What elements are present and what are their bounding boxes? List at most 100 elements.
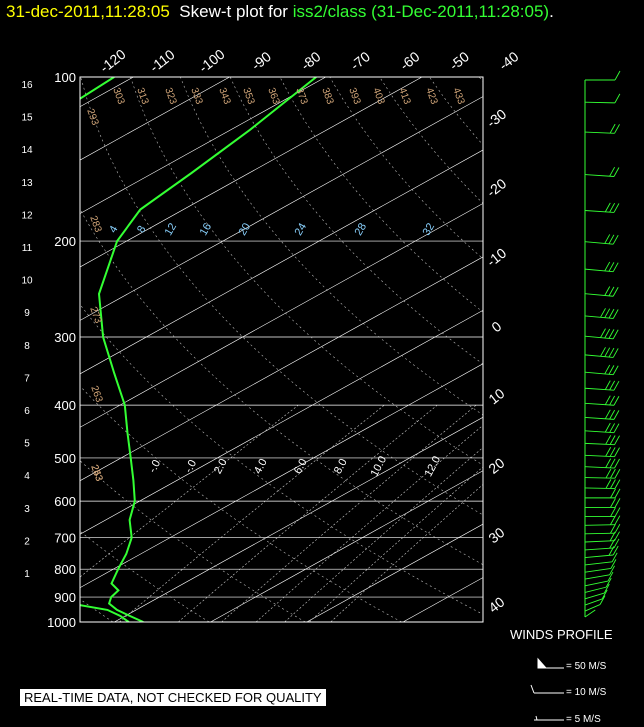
wind-barb [584,416,615,420]
wind-barb [584,293,614,297]
dry-adiabat-line [529,77,644,622]
chart-title: 31-dec-2011,11:28:05 Skew-t plot for iss… [6,2,554,22]
wind-barb-flag [613,203,620,213]
height-km-label: 1 [24,569,30,580]
mixing-ratio-label: 8 [135,224,148,235]
wind-barb [584,442,615,446]
height-km-label: 5 [24,439,30,450]
wind-barb-flag [605,479,612,489]
mixing-ratio-label: 20 [237,221,254,238]
isotherm-line [80,96,483,321]
top-temperature-label: -80 [298,48,324,73]
wind-barb [584,532,615,535]
wind-barb-flag [614,458,620,469]
wind-barb-flag [614,531,620,541]
wind-barb-flag [604,234,611,244]
wind-barb-flag [610,468,616,479]
right-temperature-label: 30 [485,524,507,546]
wind-barb-flag [614,488,621,499]
chart-labels: 1002003004005006007008009001000161514131… [21,46,521,630]
temperature-profile-line [97,77,317,622]
top-temperature-label: -110 [147,46,178,75]
dry-adiabat-label: 323 [162,86,178,106]
moist-adiabat-label: 8.0 [332,457,350,476]
wind-barb-flag [610,559,617,569]
wind-barb-flag [604,409,611,420]
quality-disclaimer: REAL-TIME DATA, NOT CHECKED FOR QUALITY [20,689,326,706]
wind-barb [584,554,614,559]
wind-barb [584,268,614,273]
wind-barb-flag [613,396,620,406]
legend-symbol-50 [537,657,564,669]
dry-adiabat-line [0,77,17,622]
wind-barb-flag [612,348,619,358]
wind-barb-flag [608,365,615,375]
wind-barb-flag [612,545,619,556]
wind-barb-flag [613,167,620,177]
pressure-tick-label: 100 [54,70,76,85]
wind-barb-flag [614,469,621,479]
dry-adiabat-label: 433 [450,86,466,106]
wind-barb-flag [609,395,616,406]
wind-barb-flag [613,423,620,433]
dry-adiabat-label: 243 [88,463,104,483]
right-temperature-label: 10 [485,385,507,407]
wind-barb [584,586,607,593]
wind-barb-flag [612,262,619,272]
mixing-ratio-label: 32 [421,221,438,238]
wind-barb-flag [599,595,606,605]
height-km-label: 3 [24,504,30,515]
wind-barb-flag [604,202,611,213]
wind-barb-flag [604,308,611,318]
dry-adiabat-line [329,77,483,260]
wind-barb-flag [604,347,611,357]
wind-barb [584,371,614,376]
dry-adiabat-line [80,304,483,615]
mixing-ratio-line [308,466,483,622]
wind-barb [584,604,601,612]
moist-adiabat-label: -.0 [183,458,200,475]
right-temperature-label: 0 [488,318,504,336]
dry-adiabat-label: 303 [110,86,126,106]
right-temperature-label: -10 [483,245,509,270]
mixing-ratio-label: 16 [198,221,215,238]
dry-adiabat-line [80,208,483,566]
wind-barb-flag [614,507,621,517]
wind-barb-flag [600,328,606,338]
dry-adiabat-line [80,530,210,622]
top-temperature-label: -120 [97,46,129,76]
dry-adiabat-line [80,460,306,622]
height-km-label: 14 [21,145,33,156]
wind-barb-flag [604,380,611,390]
mixing-ratio-line [284,447,483,622]
wind-barb [584,609,596,618]
wind-barb-flag [609,458,616,469]
wind-barb [584,335,614,340]
title-datetime: 31-dec-2011,11:28:05 [6,2,170,21]
height-km-label: 13 [21,178,33,189]
wind-barb-flag [608,347,615,358]
legend-symbol-10 [530,684,564,694]
wind-barb-flag [610,524,616,534]
winds-profile [584,70,621,618]
wind-barb-flag [614,93,621,104]
mixing-ratio-label: 12 [163,221,180,238]
isotherm-line [80,309,483,535]
mixing-ratio-line [255,424,483,622]
wind-barb-flag [605,468,612,479]
wind-barb-flag [608,262,615,272]
winds-profile-title: WINDS PROFILE [510,627,613,642]
wind-barb [584,387,615,391]
wind-barb-flag [600,347,606,357]
isotherm-line [80,77,326,214]
wind-barb-flag [608,329,615,339]
pressure-tick-label: 800 [54,562,76,577]
wind-barb-flag [612,234,619,245]
dry-adiabat-label: 363 [265,86,281,106]
top-temperature-label: -70 [347,48,373,73]
wind-barb-flag [614,435,620,445]
wind-barb-flag [607,571,614,582]
wind-barb [584,354,614,358]
wind-barb [584,466,615,469]
